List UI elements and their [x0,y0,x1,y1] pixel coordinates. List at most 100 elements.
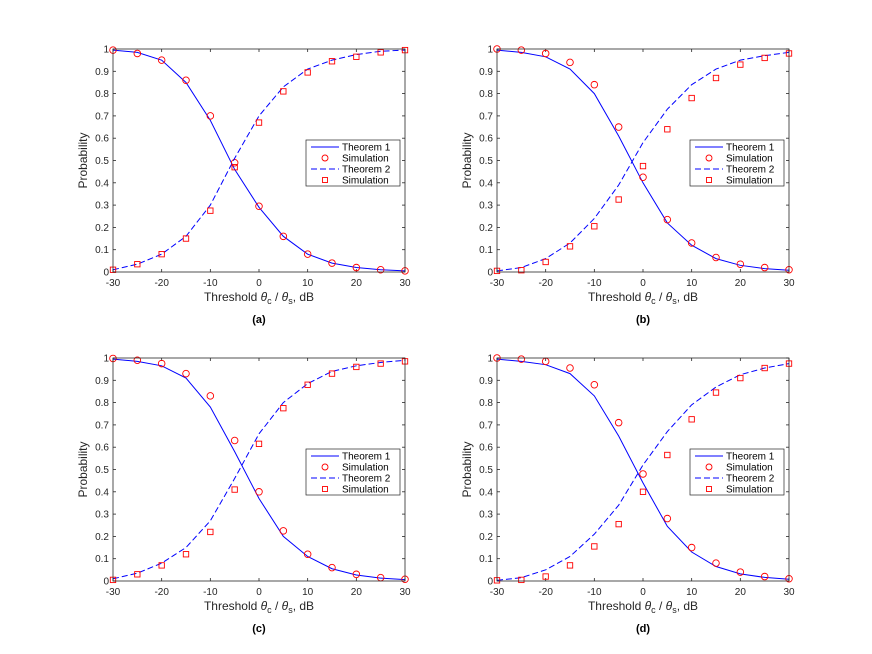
legend-circle-symbol [321,154,329,162]
simulation-circle-marker [639,470,647,478]
x-tick-label: -10 [587,587,602,598]
x-tick-label: 0 [640,278,646,289]
simulation-square-marker [712,74,720,82]
y-tick-label: 0.5 [95,156,109,167]
simulation-circle-marker [760,572,769,581]
x-tick-label: -20 [538,278,553,289]
legend-entry-label: Theorem 1 [342,452,391,463]
simulation-square-marker [207,528,214,536]
y-tick-label: 0.4 [95,178,109,189]
simulation-square-marker [280,405,287,412]
y-tick-label: 1 [487,45,493,56]
simulation-square-marker [591,223,598,230]
simulation-square-marker [761,54,768,62]
y-tick-label: 1 [103,354,109,365]
simulation-circle-marker [590,381,599,389]
y-axis-label: Probability [76,441,90,497]
legend-entry-label: Simulation [726,485,773,496]
y-tick-label: 0.6 [479,134,493,145]
legend-entry-label: Simulation [726,154,773,165]
y-tick-label: 0.3 [479,510,493,521]
y-axis-label: Probability [460,441,474,497]
simulation-square-marker [542,573,549,580]
y-tick-label: 0.2 [95,532,109,543]
legend-entry-label: Theorem 2 [342,165,391,176]
simulation-circle-marker [279,232,288,241]
y-tick-label: 0.7 [479,420,493,431]
simulation-circle-marker [303,250,312,258]
simulation-circle-marker [352,263,361,272]
simulation-circle-marker [206,392,215,400]
simulation-circle-marker [663,215,672,224]
y-tick-label: 0 [103,577,109,588]
simulation-square-marker [712,389,720,396]
legend-entry-label: Theorem 1 [342,143,391,154]
simulation-square-marker [615,196,622,203]
legend-entry-label: Simulation [342,485,389,496]
x-axis-label: Threshold θc / θs, dB [204,599,314,615]
axes-box [496,48,790,273]
y-tick-label: 0.4 [479,178,493,189]
x-tick-label: -20 [538,587,553,598]
simulation-square-marker [231,486,238,493]
simulation-circle-marker [590,80,599,89]
axes-box [112,48,406,273]
x-tick-label: 30 [783,278,795,289]
panel-caption: (d) [636,623,650,635]
legend-entry-label: Simulation [342,176,389,187]
simulation-circle-marker [303,550,312,558]
simulation-circle-marker [541,49,550,58]
simulation-square-marker [304,69,311,76]
simulation-square-marker [280,88,287,95]
simulation-square-marker [353,53,360,60]
simulation-square-marker [688,94,695,102]
simulation-square-marker [664,126,671,133]
y-tick-label: 0.7 [479,111,493,122]
y-tick-label: 0.8 [479,398,493,409]
simulation-circle-marker [566,364,574,372]
x-tick-label: 20 [735,278,747,289]
x-tick-label: 10 [686,278,698,289]
y-tick-label: 0.2 [479,223,493,234]
y-tick-label: 1 [487,354,493,365]
y-tick-label: 0 [487,268,493,279]
series-theorem-2-line [496,51,790,272]
x-tick-label: 20 [351,587,363,598]
legend-box [689,139,785,187]
simulation-square-marker [566,562,574,569]
chart-panel-3: -30 -20 -10 0 10 20 30 0 0.1 0.2 0.3 0.4 0.5 0.6 0.7 0.… [76,354,411,636]
x-tick-label: 30 [399,278,411,289]
simulation-circle-marker [736,568,745,576]
x-tick-label: 10 [302,278,314,289]
y-tick-label: 0.5 [479,156,493,167]
legend-entry-label: Theorem 1 [726,143,775,154]
x-tick-label: 10 [686,587,698,598]
y-tick-label: 0.8 [479,89,493,100]
y-tick-label: 0.6 [95,443,109,454]
legend-entry-label: Simulation [342,154,389,165]
legend-entry-label: Simulation [342,463,389,474]
simulation-square-marker [688,416,695,423]
x-tick-label: -10 [203,278,218,289]
series-theorem-2-line [112,359,406,580]
simulation-square-marker [158,562,165,569]
simulation-circle-marker [687,543,696,552]
x-tick-label: 30 [783,587,795,598]
y-tick-label: 0.3 [95,201,109,212]
x-axis-label: Threshold θc / θs, dB [588,599,698,615]
y-tick-label: 1 [103,45,109,56]
legend-square-symbol [322,177,328,183]
x-tick-label: 0 [640,587,646,598]
legend-entry-label: Theorem 2 [726,165,775,176]
x-tick-label: 10 [302,587,314,598]
simulation-square-marker [377,360,384,367]
legend-entry-label: Theorem 2 [726,474,775,485]
simulation-square-marker [566,243,574,250]
legend-box [689,448,785,496]
simulation-circle-marker [760,263,769,272]
simulation-circle-marker [352,570,361,579]
series-theorem-2-line [496,363,790,581]
simulation-circle-marker [182,369,190,378]
simulation-circle-marker [376,266,385,274]
